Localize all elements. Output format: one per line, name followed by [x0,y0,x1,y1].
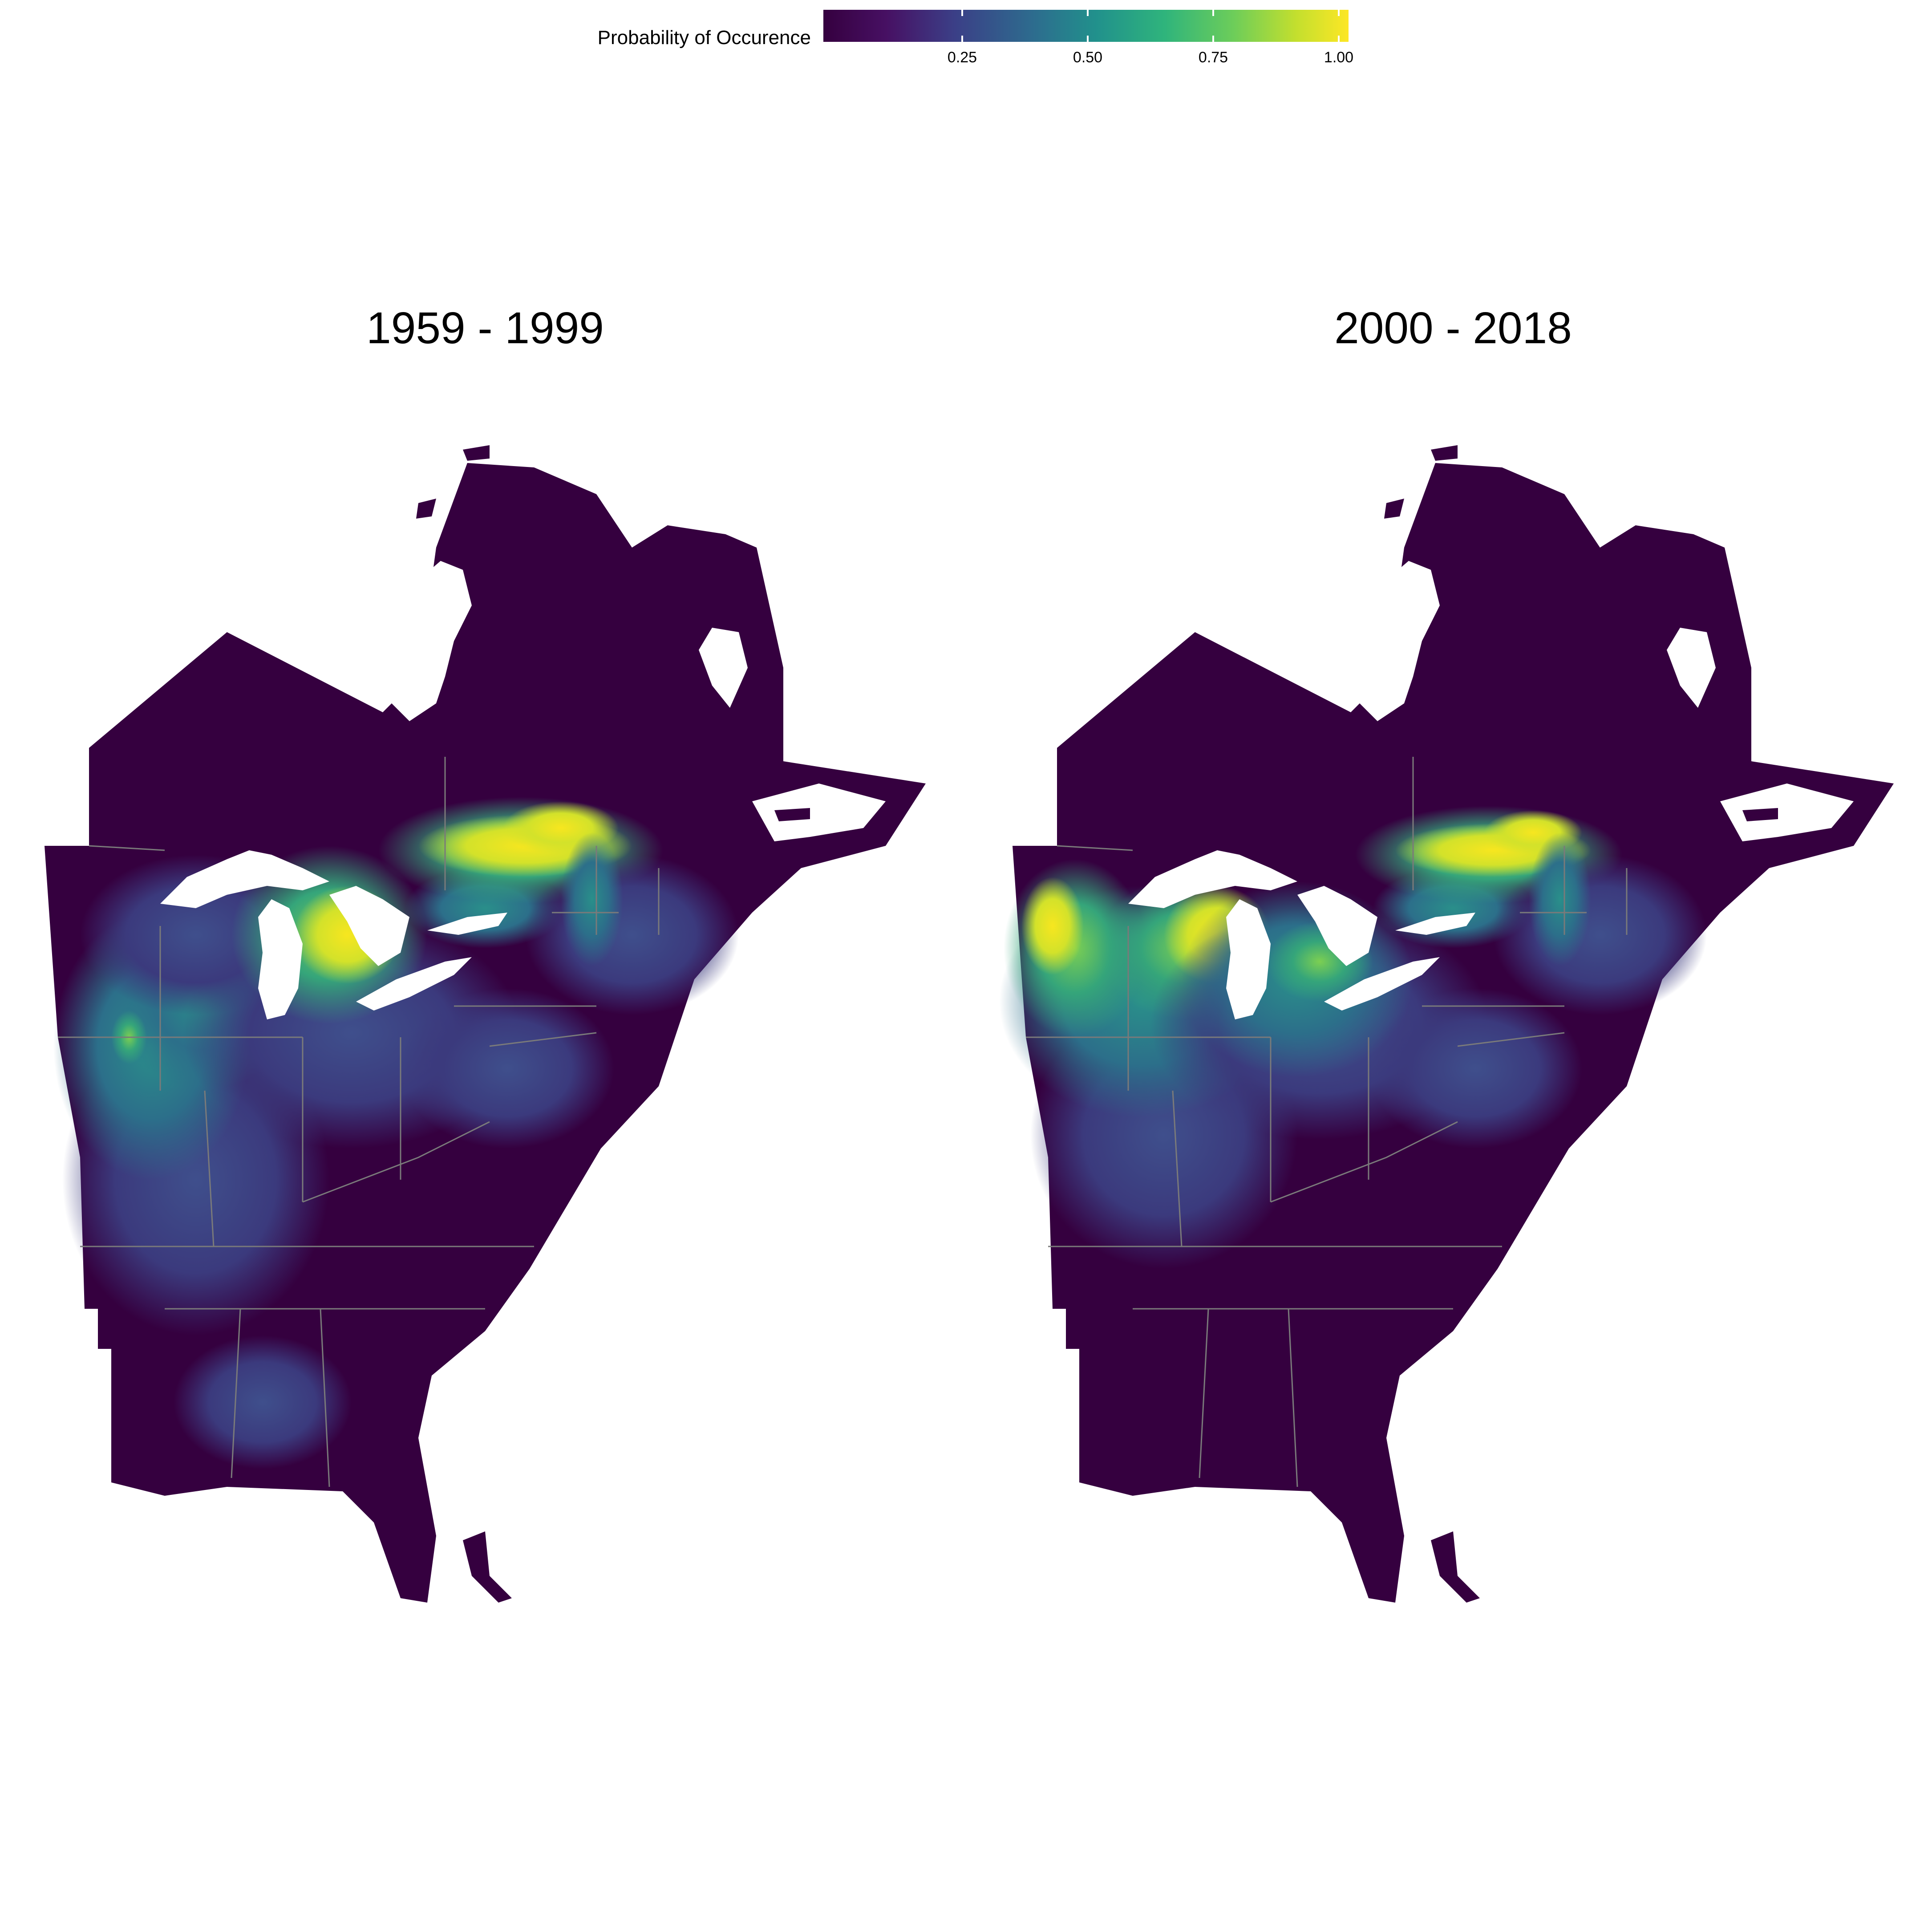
lake-michigan [1226,899,1271,1019]
ungava-bay [1667,628,1716,708]
lake-michigan [258,899,303,1019]
map-1959-1999 [18,401,975,1638]
gulf-of-st-lawrence [1720,783,1854,841]
legend-tick: 0.75 [1198,49,1228,66]
color-legend: Probability of Occurence 0.25 0.50 0.75 [587,8,1362,79]
james-bay [1346,561,1440,721]
map-canvas [999,445,1894,1603]
legend-tick: 0.50 [1073,49,1103,66]
lake-superior [1128,850,1297,908]
map-2000-2018 [986,401,1932,1638]
gulf-of-st-lawrence [752,783,886,841]
lake-huron [1297,886,1377,966]
lake-ontario [1395,913,1475,935]
lake-erie [1324,957,1440,1011]
bahamas-islands [463,1531,512,1603]
lake-ontario [427,913,507,935]
panel-title-right: 2000 - 2018 [1334,303,1572,353]
legend-tick: 1.00 [1324,49,1354,66]
legend-colorbar [823,10,1349,42]
lake-huron [329,886,409,966]
james-bay [378,561,472,721]
legend-title: Probability of Occurence [597,27,811,49]
lake-superior [160,850,329,908]
map-canvas [45,445,926,1603]
bahamas-islands [1431,1531,1480,1603]
lake-erie [356,957,472,1011]
ungava-bay [699,628,748,708]
panel-title-left: 1959 - 1999 [366,303,604,353]
legend-tick: 0.25 [947,49,977,66]
